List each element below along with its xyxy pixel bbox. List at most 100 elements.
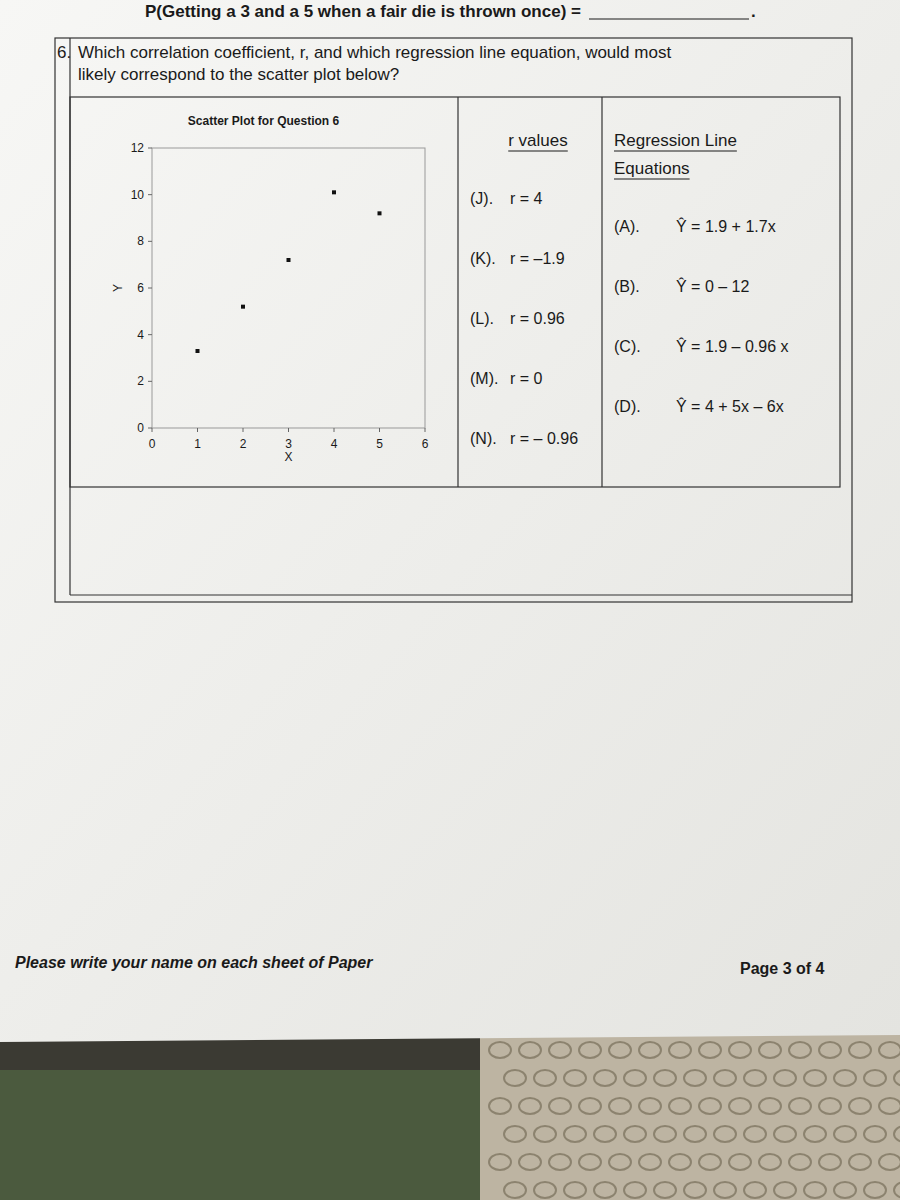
points: [196, 190, 382, 353]
lace-pattern: [609, 1042, 631, 1058]
lace-pattern: [699, 1154, 721, 1170]
lace-pattern: [579, 1042, 601, 1058]
paper: [0, 0, 900, 1042]
lace-pattern: [759, 1042, 781, 1058]
x-tick-label: 5: [376, 437, 383, 451]
lace: [480, 1030, 900, 1200]
option-text: r = – 0.96: [510, 430, 578, 447]
lace-pattern: [669, 1098, 691, 1114]
y-tick-label: 8: [137, 234, 144, 248]
r-values-header: r values: [508, 131, 568, 150]
lace-pattern: [834, 1070, 856, 1086]
lace-pattern: [549, 1042, 571, 1058]
lace-pattern: [849, 1042, 871, 1058]
x-tick: [197, 428, 198, 432]
lace-pattern: [624, 1182, 646, 1198]
x-tick: [152, 428, 153, 432]
regression-header: Equations: [614, 159, 690, 178]
lace-pattern: [879, 1154, 900, 1170]
lace-pattern: [654, 1182, 676, 1198]
lace-pattern: [789, 1042, 811, 1058]
y-tick: [148, 381, 152, 382]
y-tick: [148, 194, 152, 195]
y-axis-label: Y: [111, 284, 125, 292]
lace-pattern: [639, 1154, 661, 1170]
lace-pattern: [684, 1126, 706, 1142]
option-text: r = –1.9: [510, 250, 565, 267]
lace-pattern: [759, 1098, 781, 1114]
scatter-chart: Scatter Plot for Question 60123456024681…: [111, 114, 429, 464]
lace-pattern: [774, 1126, 796, 1142]
lace-pattern: [789, 1098, 811, 1114]
lace-pattern: [759, 1154, 781, 1170]
lace-pattern: [669, 1042, 691, 1058]
lace-pattern: [609, 1154, 631, 1170]
lace-pattern: [504, 1070, 526, 1086]
table-divider: [457, 97, 458, 487]
x-tick-label: 6: [422, 437, 429, 451]
lace-pattern: [789, 1154, 811, 1170]
lace-pattern: [639, 1042, 661, 1058]
y-tick-label: 6: [137, 281, 144, 295]
lace-pattern: [729, 1042, 751, 1058]
lace-pattern: [804, 1182, 826, 1198]
lace-pattern: [489, 1154, 511, 1170]
lace-pattern: [609, 1098, 631, 1114]
lace-pattern: [489, 1042, 511, 1058]
option-text: r = 0: [510, 370, 543, 387]
underline: [614, 151, 737, 152]
option-text: Ŷ = 4 + 5x – 6x: [676, 397, 784, 415]
lace-pattern: [489, 1098, 511, 1114]
option-text: r = 4: [510, 190, 543, 207]
point: [332, 190, 336, 194]
x-tick: [379, 428, 380, 432]
lace-pattern: [549, 1154, 571, 1170]
lace-pattern: [864, 1126, 886, 1142]
question-text: Which correlation coefficient, r, and wh…: [78, 43, 671, 62]
lace-pattern: [594, 1182, 616, 1198]
plot-frame: [152, 148, 425, 428]
lace-pattern: [594, 1070, 616, 1086]
lace-pattern: [744, 1182, 766, 1198]
x-tick: [288, 428, 289, 432]
y-tick-label: 0: [137, 421, 144, 435]
lace-pattern: [579, 1098, 601, 1114]
lace-pattern: [729, 1154, 751, 1170]
x-tick: [334, 428, 335, 432]
y-tick-label: 2: [137, 374, 144, 388]
y-tick-label: 10: [131, 188, 145, 202]
option-label: (J).: [470, 190, 493, 207]
option-label: (C).: [614, 338, 641, 355]
lace-pattern: [564, 1070, 586, 1086]
lace-pattern: [564, 1182, 586, 1198]
lace-pattern: [804, 1126, 826, 1142]
point: [287, 258, 291, 262]
y-tick: [148, 334, 152, 335]
regression-header: Regression Line: [614, 131, 737, 150]
lace-pattern: [819, 1154, 841, 1170]
option-label: (A).: [614, 218, 640, 235]
lace-pattern: [774, 1070, 796, 1086]
lace-pattern: [534, 1070, 556, 1086]
row-line: [70, 594, 852, 595]
lace-pattern: [894, 1126, 900, 1142]
lace-pattern: [519, 1042, 541, 1058]
lace-pattern: [504, 1182, 526, 1198]
answer-blank: [589, 19, 749, 20]
lace-pattern: [864, 1070, 886, 1086]
lace-pattern: [714, 1182, 736, 1198]
page-number: Page 3 of 4: [740, 960, 825, 977]
option-text: Ŷ = 1.9 + 1.7x: [676, 217, 776, 235]
lace-pattern: [534, 1182, 556, 1198]
lace-pattern: [879, 1042, 900, 1058]
table-divider: [601, 97, 602, 487]
lace-pattern: [624, 1126, 646, 1142]
lace-pattern: [744, 1070, 766, 1086]
blank-end: .: [751, 2, 756, 21]
lace-pattern: [819, 1098, 841, 1114]
lace-pattern: [864, 1182, 886, 1198]
y-tick-label: 12: [131, 141, 145, 155]
option-text: r = 0.96: [510, 310, 565, 327]
y-tick: [148, 288, 152, 289]
y-tick: [148, 148, 152, 149]
